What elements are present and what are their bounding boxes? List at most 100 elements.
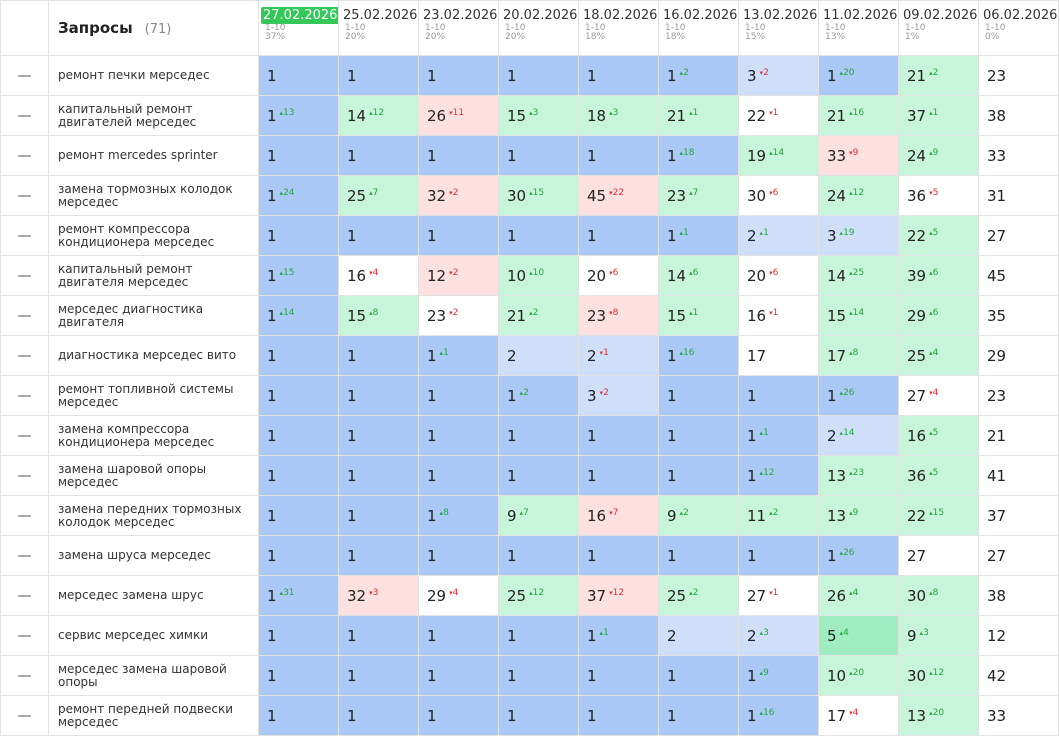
position: 1	[667, 66, 677, 85]
position-cell: 211	[658, 95, 739, 136]
date-column-header[interactable]: 27.02.2026 1-10 37%	[258, 0, 339, 56]
position: 1	[427, 466, 437, 485]
query: мерседес диагностика двигателя	[48, 295, 259, 336]
date-column-header[interactable]: 16.02.2026 1-10 18%	[658, 0, 739, 56]
position-cell: 1	[338, 375, 419, 416]
position: 45	[587, 186, 607, 205]
position-change: 1	[600, 628, 609, 638]
position: 1	[747, 386, 757, 405]
position-change: 2	[600, 388, 609, 398]
position: 27	[987, 226, 1007, 245]
position-change: 6	[929, 308, 938, 318]
row-toggle[interactable]: —	[0, 55, 49, 96]
position-cell: 45	[978, 255, 1059, 296]
header-row: Запросы (71) 27.02.2026 1-10 37% 25.02.2026 1…	[0, 0, 1059, 56]
query-row: —замена тормозных колодок мерседес124257…	[0, 175, 1059, 216]
position-cell: 120	[818, 55, 899, 96]
position-cell: 23	[738, 615, 819, 656]
position: 9	[907, 626, 917, 645]
position: 1	[427, 626, 437, 645]
date-column-header[interactable]: 11.02.2026 1-10 13%	[818, 0, 899, 56]
position-cell: 306	[738, 175, 819, 216]
query: ремонт печки мерседес	[48, 55, 259, 96]
range: 1-10	[665, 23, 686, 33]
position-cell: 92	[658, 495, 739, 536]
position: 1	[347, 626, 357, 645]
position: 1	[667, 386, 677, 405]
row-toggle[interactable]: —	[0, 295, 49, 336]
position-cell: 131	[258, 575, 339, 616]
row-toggle[interactable]: —	[0, 415, 49, 456]
query-row: —мерседес замена шрус1313232942512371225…	[0, 575, 1059, 616]
query: ремонт компрессора кондиционера мерседес	[48, 215, 259, 256]
row-toggle[interactable]: —	[0, 335, 49, 376]
position: 2	[587, 346, 597, 365]
position-change: 8	[609, 308, 618, 318]
top-percent: 15%	[745, 32, 766, 42]
row-toggle[interactable]: —	[0, 455, 49, 496]
row-toggle[interactable]: —	[0, 615, 49, 656]
date-column-header[interactable]: 23.02.2026 1-10 20%	[418, 0, 499, 56]
row-toggle[interactable]: —	[0, 535, 49, 576]
row-toggle[interactable]: —	[0, 215, 49, 256]
position-change: 16	[849, 108, 864, 118]
position-cell: 1	[578, 455, 659, 496]
position-cell: 206	[738, 255, 819, 296]
query: диагностика мерседес вито	[48, 335, 259, 376]
position-cell: 1	[258, 495, 339, 536]
position: 25	[907, 346, 927, 365]
row-toggle[interactable]: —	[0, 255, 49, 296]
position-cell: 3015	[498, 175, 579, 216]
position-cell: 116	[738, 695, 819, 736]
position-cell: 1010	[498, 255, 579, 296]
query-row: —мерседес диагностика двигателя114158232…	[0, 295, 1059, 336]
date-column-header[interactable]: 13.02.2026 1-10 15%	[738, 0, 819, 56]
position: 2	[747, 626, 757, 645]
row-toggle[interactable]: —	[0, 695, 49, 736]
position: 1	[587, 66, 597, 85]
date-column-header[interactable]: 18.02.2026 1-10 18%	[578, 0, 659, 56]
position-cell: 221	[738, 95, 819, 136]
position-change: 4	[449, 588, 458, 598]
position: 23	[987, 386, 1007, 405]
row-toggle[interactable]: —	[0, 175, 49, 216]
position-cell: 18	[418, 495, 499, 536]
row-toggle[interactable]: —	[0, 95, 49, 136]
position-change: 5	[929, 228, 938, 238]
row-toggle[interactable]: —	[0, 495, 49, 536]
position-cell: 371	[898, 95, 979, 136]
position-cell: 1	[338, 535, 419, 576]
position: 20	[747, 266, 767, 285]
position: 1	[347, 466, 357, 485]
position: 2	[827, 426, 837, 445]
position-change: 25	[849, 268, 864, 278]
row-toggle[interactable]: —	[0, 655, 49, 696]
position: 1	[267, 66, 277, 85]
date-column-header[interactable]: 20.02.2026 1-10 20%	[498, 0, 579, 56]
date-column-header[interactable]: 25.02.2026 1-10 20%	[338, 0, 419, 56]
position-cell: 257	[338, 175, 419, 216]
date-column-header[interactable]: 06.02.2026 1-10 0%	[978, 0, 1059, 56]
position-cell: 1	[338, 615, 419, 656]
row-toggle[interactable]: —	[0, 375, 49, 416]
query-row: — замена компрессора кондиционера мерседе…	[0, 415, 1059, 456]
row-toggle[interactable]: —	[0, 575, 49, 616]
query-row: — ремонт передней подвески мерседес 1 1 1 1 1 1…	[0, 695, 1059, 736]
position-change: 1	[769, 108, 778, 118]
position-change: 11	[449, 108, 464, 118]
position: 16	[587, 506, 607, 525]
position: 1	[667, 666, 677, 685]
date-column-header[interactable]: 09.02.2026 1-10 1%	[898, 0, 979, 56]
position-cell: 271	[738, 575, 819, 616]
date: 13.02.2026	[743, 8, 818, 23]
position: 19	[747, 146, 767, 165]
position-cell: 1	[418, 535, 499, 576]
position-cell: 1	[498, 535, 579, 576]
position: 1	[667, 146, 677, 165]
position-cell: 153	[498, 95, 579, 136]
table-body: —ремонт печки мерседес11111123212021223—…	[0, 55, 1059, 736]
position-cell: 365	[898, 455, 979, 496]
position-cell: 161	[738, 295, 819, 336]
position-cell: 2215	[898, 495, 979, 536]
row-toggle[interactable]: —	[0, 135, 49, 176]
